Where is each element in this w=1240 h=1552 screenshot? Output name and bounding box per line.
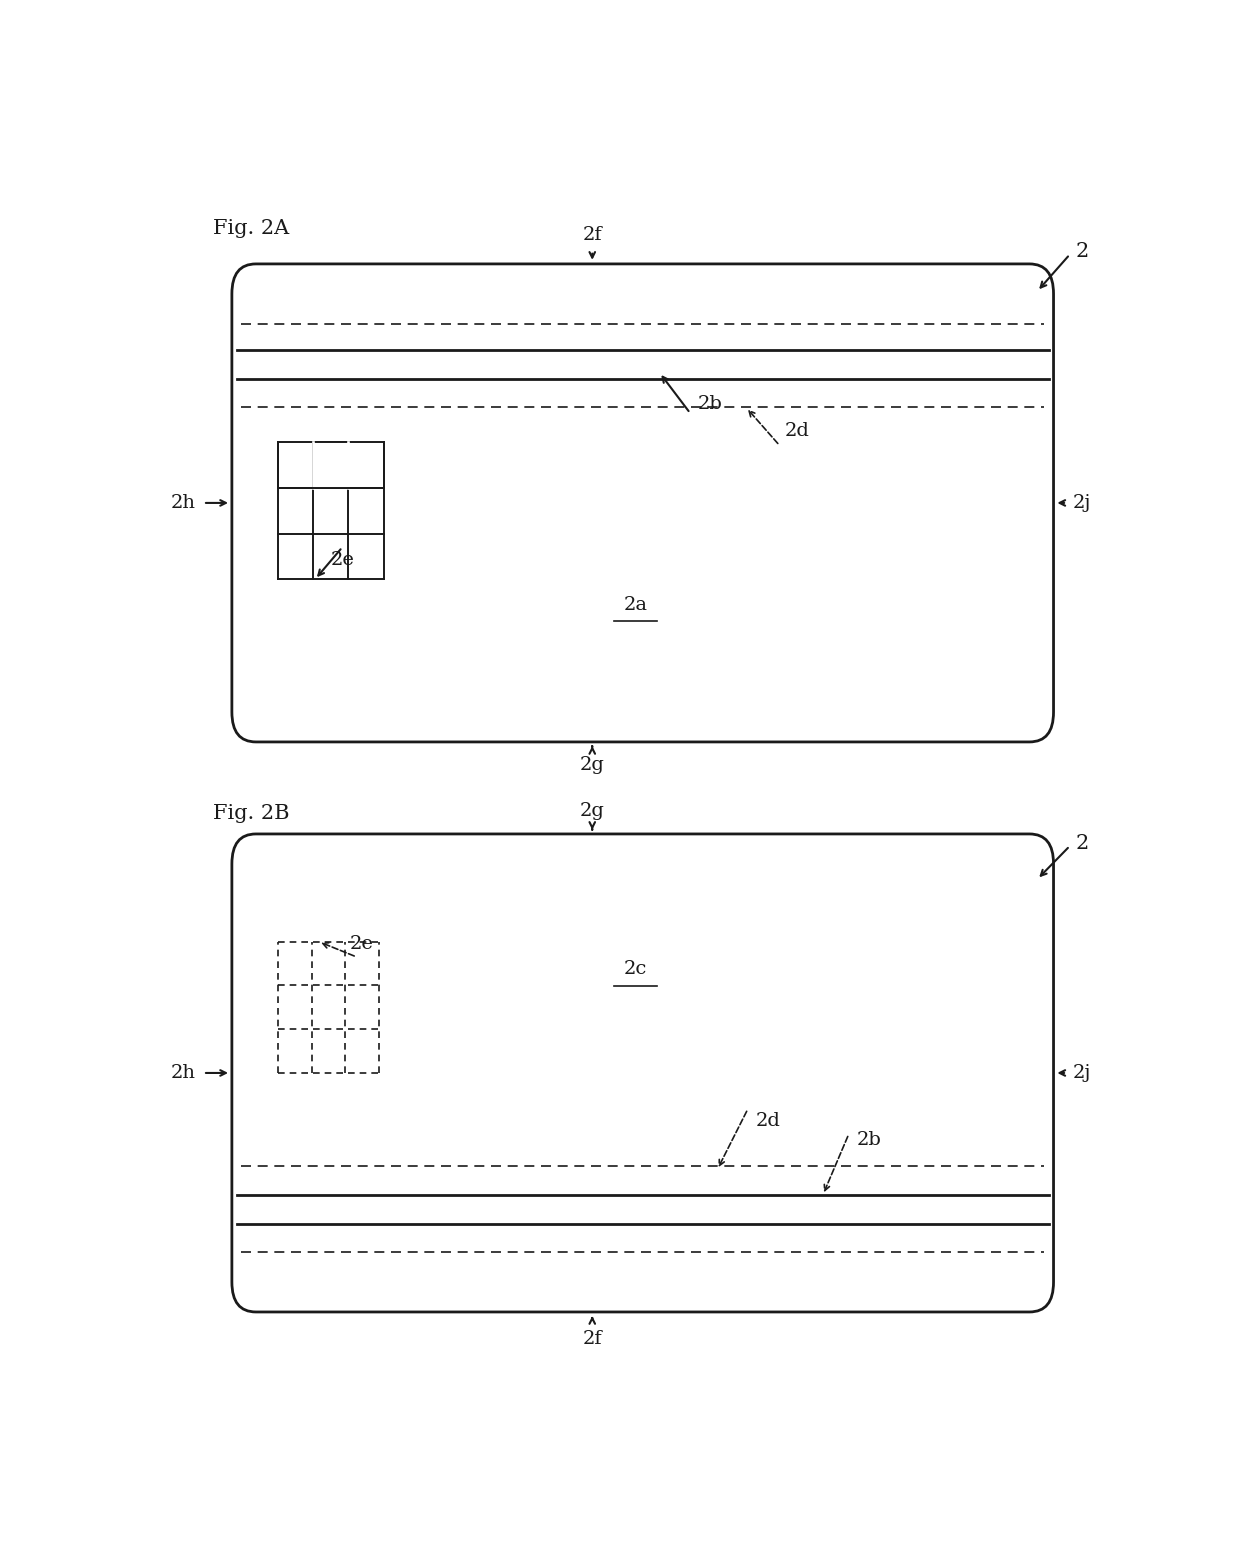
- Text: 2g: 2g: [580, 802, 605, 819]
- Text: 2b: 2b: [698, 394, 723, 413]
- Text: 2: 2: [1076, 242, 1089, 261]
- Text: 2: 2: [1076, 833, 1089, 854]
- Text: 2e: 2e: [330, 551, 355, 568]
- FancyBboxPatch shape: [232, 264, 1054, 742]
- Text: 2j: 2j: [1073, 1065, 1091, 1082]
- Text: 2d: 2d: [785, 422, 810, 441]
- Text: Fig. 2B: Fig. 2B: [213, 804, 289, 823]
- Text: 2h: 2h: [170, 1065, 196, 1082]
- Bar: [314, 442, 348, 487]
- Text: 2h: 2h: [170, 494, 196, 512]
- Text: 2f: 2f: [583, 1330, 603, 1347]
- Text: 2j: 2j: [1073, 494, 1091, 512]
- Text: 2b: 2b: [857, 1131, 882, 1148]
- Text: 2d: 2d: [755, 1111, 780, 1130]
- Text: 2e: 2e: [350, 936, 373, 953]
- Text: 2g: 2g: [580, 756, 605, 774]
- FancyBboxPatch shape: [232, 833, 1054, 1311]
- Text: Fig. 2A: Fig. 2A: [213, 219, 289, 237]
- Text: 2c: 2c: [624, 961, 647, 978]
- Text: 2f: 2f: [583, 225, 603, 244]
- Text: 2a: 2a: [624, 596, 647, 613]
